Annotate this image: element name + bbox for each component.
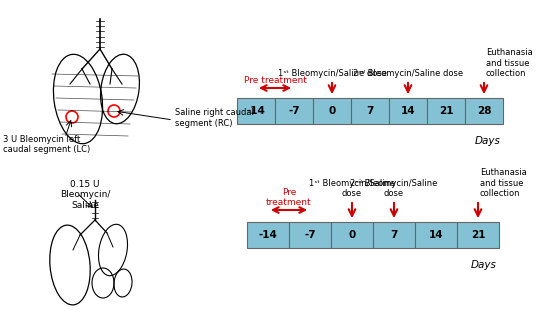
Text: Saline right caudal
segment (RC): Saline right caudal segment (RC) [175,108,254,128]
Text: 21: 21 [438,106,453,116]
Text: -14: -14 [259,230,278,240]
Text: -7: -7 [304,230,316,240]
Text: 0: 0 [328,106,336,116]
Bar [313,98,351,124]
Bar [237,98,275,124]
Text: 21: 21 [471,230,485,240]
Bar [289,222,331,248]
Text: 0: 0 [348,230,356,240]
Bar [465,98,503,124]
Text: 14: 14 [429,230,443,240]
Text: 0.15 U
Bleomycin/
Saline: 0.15 U Bleomycin/ Saline [60,180,110,210]
Bar [275,98,313,124]
Bar [415,222,457,248]
Text: -7: -7 [288,106,300,116]
Text: 1ˢᵗ Bleomycin/Saline dose: 1ˢᵗ Bleomycin/Saline dose [278,69,387,78]
Bar [373,222,415,248]
Text: 28: 28 [477,106,491,116]
Text: Pre treatment: Pre treatment [244,76,306,85]
Bar [427,98,465,124]
Text: 2ⁿᵈ Bleomycin/Saline dose: 2ⁿᵈ Bleomycin/Saline dose [353,69,463,78]
Text: 1ˢᵗ Bleomycin/Saline
dose: 1ˢᵗ Bleomycin/Saline dose [309,179,395,198]
Text: 14: 14 [401,106,415,116]
Bar [331,222,373,248]
Text: Pre
treatment: Pre treatment [266,188,312,207]
Bar [389,98,427,124]
Text: 7: 7 [366,106,374,116]
Text: Euthanasia
and tissue
collection: Euthanasia and tissue collection [486,48,533,78]
Text: -14: -14 [247,106,266,116]
Bar [457,222,499,248]
Text: Days: Days [475,136,501,146]
Text: Days: Days [471,260,497,270]
Text: Euthanasia
and tissue
collection: Euthanasia and tissue collection [480,168,526,198]
Text: 2ⁿᵈ Bleomycin/Saline
dose: 2ⁿᵈ Bleomycin/Saline dose [350,179,438,198]
Text: 3 U Bleomycin left
caudal segment (LC): 3 U Bleomycin left caudal segment (LC) [3,135,90,155]
Bar [351,98,389,124]
Text: 7: 7 [390,230,397,240]
Bar [247,222,289,248]
